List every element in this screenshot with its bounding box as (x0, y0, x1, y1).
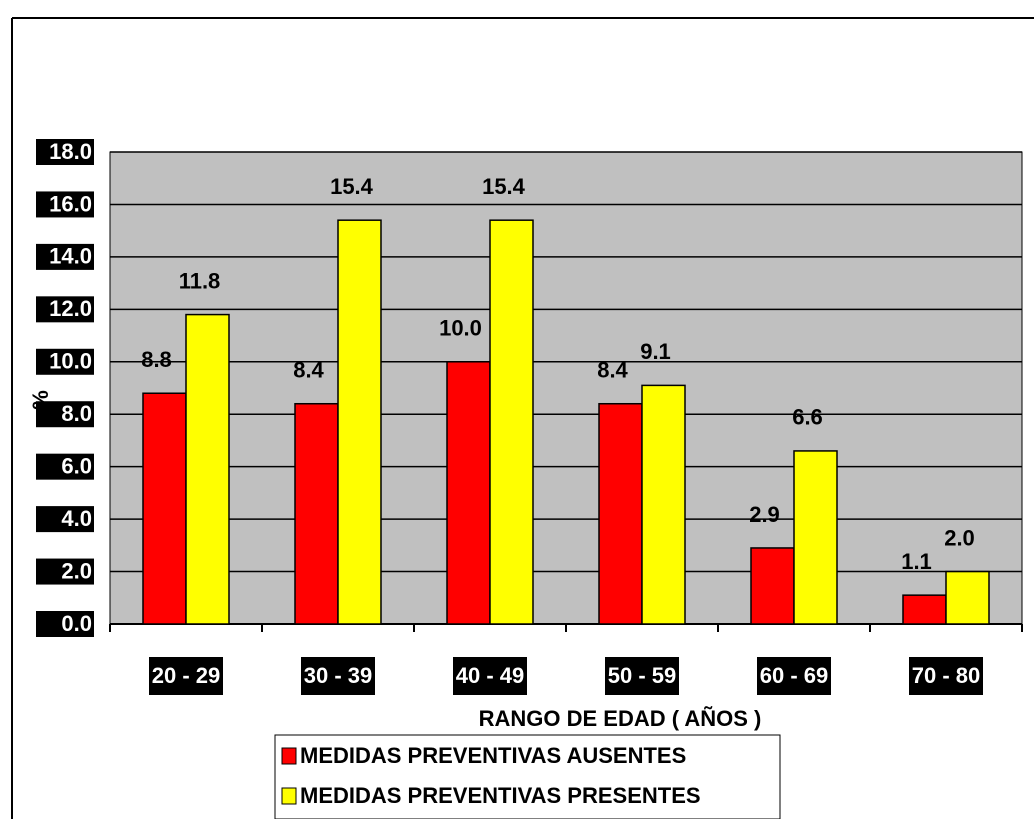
data-label: 8.4 (293, 358, 324, 383)
data-label: 8.8 (141, 347, 172, 372)
y-tick-label: 14.0 (49, 244, 92, 269)
bar (641, 384, 686, 625)
y-tick-box (36, 558, 94, 585)
y-tick-box (36, 401, 94, 428)
y-tick-label: 16.0 (49, 191, 92, 216)
y-tick-box (36, 506, 94, 533)
bar (446, 361, 491, 625)
legend-swatch (281, 787, 297, 805)
legend-label: MEDIDAS PREVENTIVAS AUSENTES (300, 743, 686, 768)
x-tick-label: 30 - 39 (304, 663, 373, 688)
bar (294, 402, 339, 625)
x-tick-label: 60 - 69 (760, 663, 829, 688)
bar (750, 547, 795, 625)
y-tick-label: 8.0 (61, 401, 92, 426)
bar (337, 219, 382, 625)
x-tick-box (301, 657, 375, 695)
bar (598, 402, 643, 625)
x-tick-label: 70 - 80 (912, 663, 981, 688)
y-tick-label: 18.0 (49, 139, 92, 164)
data-label: 2.9 (749, 502, 780, 527)
bar (945, 570, 990, 625)
y-tick-box (36, 611, 94, 637)
legend-box (274, 734, 781, 819)
y-tick-box (36, 296, 94, 323)
data-label: 8.4 (597, 358, 628, 383)
plot-area (109, 151, 1023, 625)
y-tick-label: 12.0 (49, 296, 92, 321)
y-tick-box (36, 191, 94, 218)
x-tick-box (149, 657, 223, 695)
bar (185, 313, 230, 625)
data-label: 2.0 (944, 525, 975, 550)
x-tick-box (909, 657, 983, 695)
data-label: 15.4 (482, 174, 526, 199)
y-tick-label: 0.0 (61, 611, 92, 636)
x-tick-box (453, 657, 527, 695)
bar (142, 392, 187, 625)
x-tick-label: 50 - 59 (608, 663, 677, 688)
y-tick-box (36, 453, 94, 480)
bar (489, 219, 534, 625)
x-tick-box (757, 657, 831, 695)
y-tick-box (36, 348, 94, 375)
data-label: 11.8 (179, 268, 221, 293)
x-tick-box (605, 657, 679, 695)
data-label: 15.4 (330, 174, 374, 199)
data-label: 1.1 (901, 549, 932, 574)
legend-label: MEDIDAS PREVENTIVAS PRESENTES (300, 783, 701, 808)
y-tick-label: 4.0 (61, 506, 92, 531)
data-label: 10.0 (439, 316, 482, 341)
data-label: 6.6 (792, 405, 823, 430)
x-tick-label: 40 - 49 (456, 663, 525, 688)
y-tick-label: 10.0 (49, 349, 92, 374)
bar (902, 594, 947, 625)
x-axis-title: RANGO DE EDAD ( AÑOS ) (479, 706, 762, 731)
data-label: 9.1 (640, 339, 671, 364)
bar (793, 450, 838, 625)
y-tick-box (36, 139, 94, 165)
legend-swatch (281, 747, 297, 765)
y-tick-label: 6.0 (61, 453, 92, 478)
y-tick-label: 2.0 (61, 558, 92, 583)
y-tick-box (36, 243, 94, 270)
x-tick-label: 20 - 29 (152, 663, 221, 688)
